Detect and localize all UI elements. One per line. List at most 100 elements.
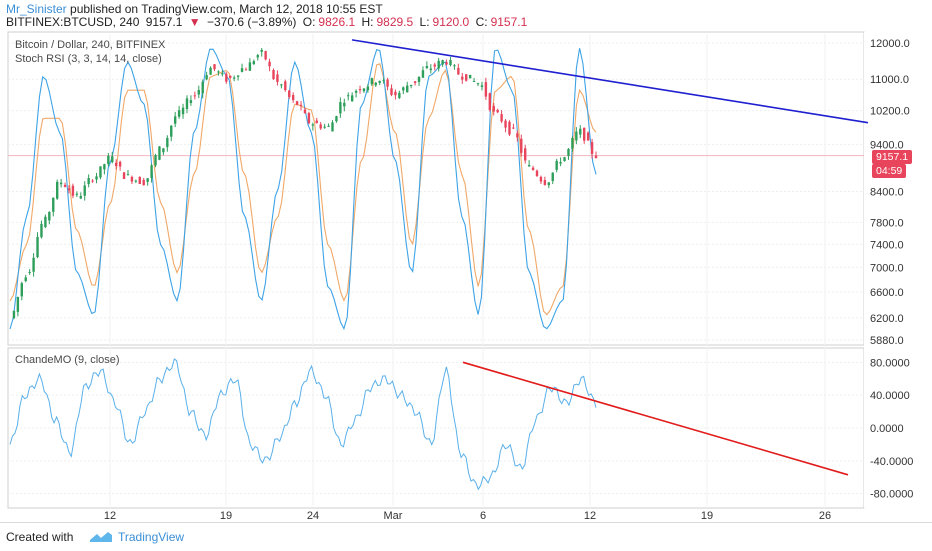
candle-body	[539, 176, 543, 182]
candle-body	[339, 102, 342, 114]
candle-body	[449, 60, 452, 66]
tradingview-brand[interactable]: TradingView	[118, 530, 185, 544]
candle-body	[193, 95, 197, 97]
candle-body	[311, 124, 315, 126]
chart-canvas[interactable]: 12000.0 11000.0 10200.0 9400.0 8400.0 7800.0 7…	[0, 0, 932, 522]
candle-body	[295, 101, 299, 105]
lower-pane[interactable]	[9, 358, 849, 491]
stoch-rsi-label: Stoch RSI (3, 3, 14, 14, close)	[15, 53, 162, 65]
candle-body	[590, 142, 594, 154]
price-axis-tick-label: 9400.0	[870, 140, 904, 152]
candle-body	[55, 181, 59, 199]
candle-body	[331, 122, 334, 132]
author-link[interactable]: Mr_Sinister	[6, 2, 67, 16]
open-value: 9826.1	[318, 15, 356, 29]
candle-body	[280, 84, 283, 86]
candle-body	[107, 155, 110, 165]
candle-body	[579, 128, 582, 135]
time-axis-tick-label: 19	[220, 510, 232, 522]
candle-body	[205, 75, 208, 80]
candle-body	[575, 131, 578, 141]
time-axis-tick-label: Mar	[384, 510, 403, 522]
candle-body	[264, 51, 267, 60]
candle-body	[197, 90, 200, 95]
down-arrow-icon: ▼	[188, 15, 201, 29]
candle-body	[402, 87, 405, 91]
candle-body	[130, 176, 134, 182]
grid	[8, 34, 864, 506]
candle-body	[134, 180, 138, 182]
chande-label: ChandeMO (9, close)	[15, 354, 120, 366]
candle-body	[594, 155, 598, 158]
candle-body	[586, 132, 590, 141]
candle-body	[299, 104, 303, 106]
ohlc-info: BITFINEX:BTCUSD, 240 9157.1 ▼ −370.6 (−3…	[6, 15, 530, 29]
candle-body	[146, 178, 149, 182]
candle-body	[185, 98, 189, 110]
footer: Created with TradingView	[0, 522, 932, 551]
candle-body	[508, 121, 511, 135]
price-change: −370.6 (−3.89%)	[207, 15, 297, 29]
time-axis-tick-label: 26	[819, 510, 831, 522]
candle-body	[288, 90, 291, 98]
candle-body	[291, 95, 295, 101]
price-axis-tick-label: 8400.0	[870, 187, 904, 199]
candle-body	[327, 125, 330, 127]
candle-body	[75, 193, 79, 195]
candle-body	[567, 149, 570, 156]
cmo-trendline	[462, 361, 849, 476]
candle-body	[563, 157, 566, 162]
candle-body	[476, 83, 480, 85]
stoch-rsi-d-line	[9, 63, 597, 316]
price-axis-tick-label: 6600.0	[870, 287, 904, 299]
candle-body	[413, 81, 417, 84]
candle-body	[370, 78, 374, 85]
candle-body	[122, 172, 126, 179]
candle-body	[225, 73, 228, 82]
candle-body	[126, 174, 130, 176]
main-pane[interactable]	[8, 39, 869, 331]
candle-body	[83, 185, 86, 196]
candle-body	[260, 49, 263, 52]
price-axis-tick-label: 10200.0	[870, 106, 910, 118]
price-axis-tick-label: 7800.0	[870, 217, 904, 229]
candle-body	[272, 70, 275, 80]
candle-body	[40, 223, 43, 238]
candle-body	[480, 85, 484, 87]
candle-body	[472, 81, 476, 83]
candle-body	[217, 71, 220, 73]
candle-body	[543, 180, 547, 185]
candle-body	[268, 61, 271, 67]
candle-body	[382, 80, 385, 82]
candle-body	[232, 77, 236, 79]
close-value: 9157.1	[490, 15, 528, 29]
candle-body	[429, 68, 433, 71]
candle-body	[103, 164, 106, 170]
candle-body	[59, 182, 63, 185]
candle-body	[44, 216, 47, 228]
candle-body	[417, 76, 421, 82]
candle-body	[465, 74, 468, 81]
candle-body	[390, 88, 393, 95]
publish-info: Mr_Sinister published on TradingView.com…	[6, 2, 383, 16]
candle-body	[516, 133, 519, 138]
candle-body	[504, 120, 507, 128]
candle-body	[162, 148, 165, 153]
candle-body	[236, 75, 240, 77]
time-axis-tick-label: 24	[307, 510, 319, 522]
cmo-axis-tick-label: -40.0000	[870, 456, 913, 468]
candle-body	[20, 283, 23, 297]
candle-body	[374, 82, 377, 86]
cmo-axis-tick-label: 80.0000	[870, 357, 910, 369]
candle-body	[409, 84, 413, 87]
candle-body	[229, 75, 232, 78]
candle-body	[531, 167, 535, 170]
candle-body	[398, 92, 401, 98]
candle-body	[343, 102, 346, 107]
price-axis[interactable]	[864, 32, 924, 508]
close-label: C:	[475, 15, 488, 29]
last-price-badge: 9157.1	[872, 150, 913, 164]
candle-body	[571, 138, 574, 149]
candle-body	[150, 165, 153, 178]
candle-body	[500, 114, 503, 122]
